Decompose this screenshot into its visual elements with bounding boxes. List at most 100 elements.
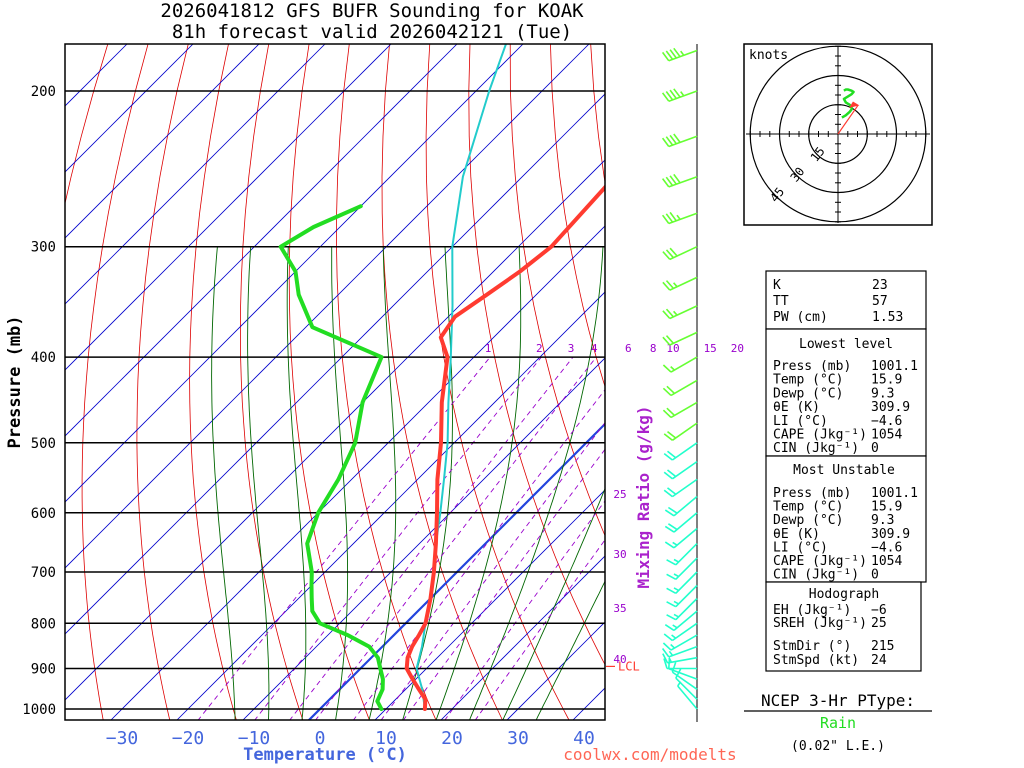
wind-barb-staff xyxy=(675,677,698,700)
wind-barb-staff xyxy=(668,135,698,148)
wind-barb-flag xyxy=(669,134,677,145)
mixing-ratio-label: 8 xyxy=(650,342,657,355)
wind-barb-half-flag xyxy=(672,624,678,629)
lcl-label: LCL xyxy=(618,659,640,673)
mixing-ratio-line xyxy=(254,356,542,720)
dry-adiabat xyxy=(940,0,1024,728)
hodograph-stat-value: 215 xyxy=(871,639,894,654)
temperature-tick-label: 30 xyxy=(507,728,529,749)
most-unstable-value: 0 xyxy=(871,568,879,583)
wind-barb-staff xyxy=(671,442,698,461)
wind-barb-staff xyxy=(668,175,698,188)
wind-barb-flag xyxy=(673,47,681,58)
moist-adiabat xyxy=(535,580,605,720)
dry-adiabat xyxy=(425,44,570,720)
wind-barb-flag xyxy=(673,88,681,98)
temperature-trace xyxy=(404,184,605,711)
moist-adiabat xyxy=(247,246,270,720)
wind-barb-flag xyxy=(661,51,670,62)
hodograph-stats-panel: Hodograph EH (Jkg⁻¹) −6 SREH (Jkg⁻¹) 25 StmD… xyxy=(765,581,922,672)
wind-barb-flag xyxy=(669,49,677,59)
pressure-tick-label: 1000 xyxy=(22,702,56,718)
wind-barb-flag xyxy=(675,668,682,679)
wind-barb-flag xyxy=(662,409,672,418)
most-unstable-heading: Most Unstable xyxy=(793,463,895,478)
lowest-level-value: −4.6 xyxy=(871,414,902,429)
wind-barb-staff xyxy=(669,305,698,320)
wind-barb-flag xyxy=(662,310,671,320)
wind-barb-flag xyxy=(665,213,674,223)
moist-adiabat xyxy=(331,246,349,720)
wind-barb-flag xyxy=(662,251,671,260)
wind-barb xyxy=(663,658,697,670)
skewt-axes: 1 2 3 4 6 8 10 15 202003004005006007008009001000… xyxy=(22,84,744,749)
wind-barb xyxy=(663,478,698,498)
wind-barb-flag xyxy=(669,175,677,185)
dry-adiabat xyxy=(550,44,605,388)
most-unstable-rows: Press (mb) 1001.1 Temp (°C) 15.9 Dewp (°C) 9.… xyxy=(773,486,918,583)
wind-barb-flag xyxy=(664,509,675,517)
ptype-amount: (0.02" L.E.) xyxy=(791,739,885,754)
moist-adiabat xyxy=(469,246,604,720)
mixing-ratio-line xyxy=(197,356,491,720)
wind-barb-staff xyxy=(677,685,698,710)
lowest-level-value: 1054 xyxy=(871,428,902,443)
wind-barb-flag xyxy=(667,487,677,495)
wind-barb-flag xyxy=(661,648,670,658)
wind-barb-flag xyxy=(666,573,677,581)
wind-barb-flag xyxy=(665,335,674,344)
wind-barb-flag xyxy=(669,247,678,257)
wind-barb-flag xyxy=(668,658,671,669)
wind-barb-flag xyxy=(666,601,677,608)
wind-barb-flag xyxy=(661,178,670,188)
hodograph-stats-heading: Hodograph xyxy=(809,587,879,602)
isotherm xyxy=(65,44,194,173)
most-unstable-value: 309.9 xyxy=(871,527,910,542)
wind-barb xyxy=(663,442,698,461)
wind-barb-flag xyxy=(664,624,675,632)
wind-barb-staff xyxy=(668,90,698,102)
hodograph-stat-label: StmDir (°) xyxy=(773,639,851,654)
temperature-tick-label: 40 xyxy=(573,728,595,749)
k-value: 23 xyxy=(872,278,888,293)
wind-barb-staff xyxy=(671,671,698,690)
ptype-heading: NCEP 3-Hr PType: xyxy=(761,691,915,710)
wind-barb-flag xyxy=(661,214,670,224)
freezing-isotherm xyxy=(307,422,605,720)
pw-value: 1.53 xyxy=(872,310,903,325)
wind-barb-half-flag xyxy=(676,214,681,220)
wind-barb xyxy=(661,133,698,148)
wind-barb-flag xyxy=(663,633,673,642)
wind-barb-half-flag xyxy=(673,600,679,605)
hodograph-stat-value: −6 xyxy=(871,603,887,618)
hodograph-stat-value: 24 xyxy=(871,653,887,668)
wind-barb-staff xyxy=(669,331,698,346)
wind-barb-flag xyxy=(667,450,677,459)
wind-barb-staff xyxy=(675,571,698,594)
lowest-level-label: Temp (°C) xyxy=(773,373,843,388)
most-unstable-panel: Most Unstable Press (mb) 1001.1 Temp (°C) 1… xyxy=(765,455,927,583)
wind-barb-flag xyxy=(662,653,669,664)
dry-adiabat xyxy=(136,44,189,720)
hodograph-stat-label: StmSpd (kt) xyxy=(773,653,859,668)
wind-barb-staff xyxy=(670,401,698,419)
title-line-2: 81h forecast valid 2026042121 (Tue) xyxy=(172,21,572,43)
isotherm xyxy=(65,44,392,371)
dry-adiabat xyxy=(336,44,437,720)
isotherm xyxy=(65,93,605,635)
wind-barb xyxy=(661,173,698,188)
wind-barb-staff xyxy=(673,495,698,517)
wind-barb-staff xyxy=(668,645,698,658)
wind-barb-flag xyxy=(669,211,677,222)
wind-barb xyxy=(671,661,698,690)
lowest-level-label: CIN (Jkg⁻¹) xyxy=(773,441,859,456)
wind-barb-flag xyxy=(666,385,676,394)
wind-barb-flag xyxy=(664,541,675,549)
wind-barb xyxy=(662,276,698,291)
dry-adiabat xyxy=(65,44,109,206)
wind-barb-flag xyxy=(663,471,673,480)
wind-barb-flag xyxy=(665,249,674,259)
isotherm xyxy=(65,44,260,239)
hodograph-stat-value: 25 xyxy=(871,616,887,631)
